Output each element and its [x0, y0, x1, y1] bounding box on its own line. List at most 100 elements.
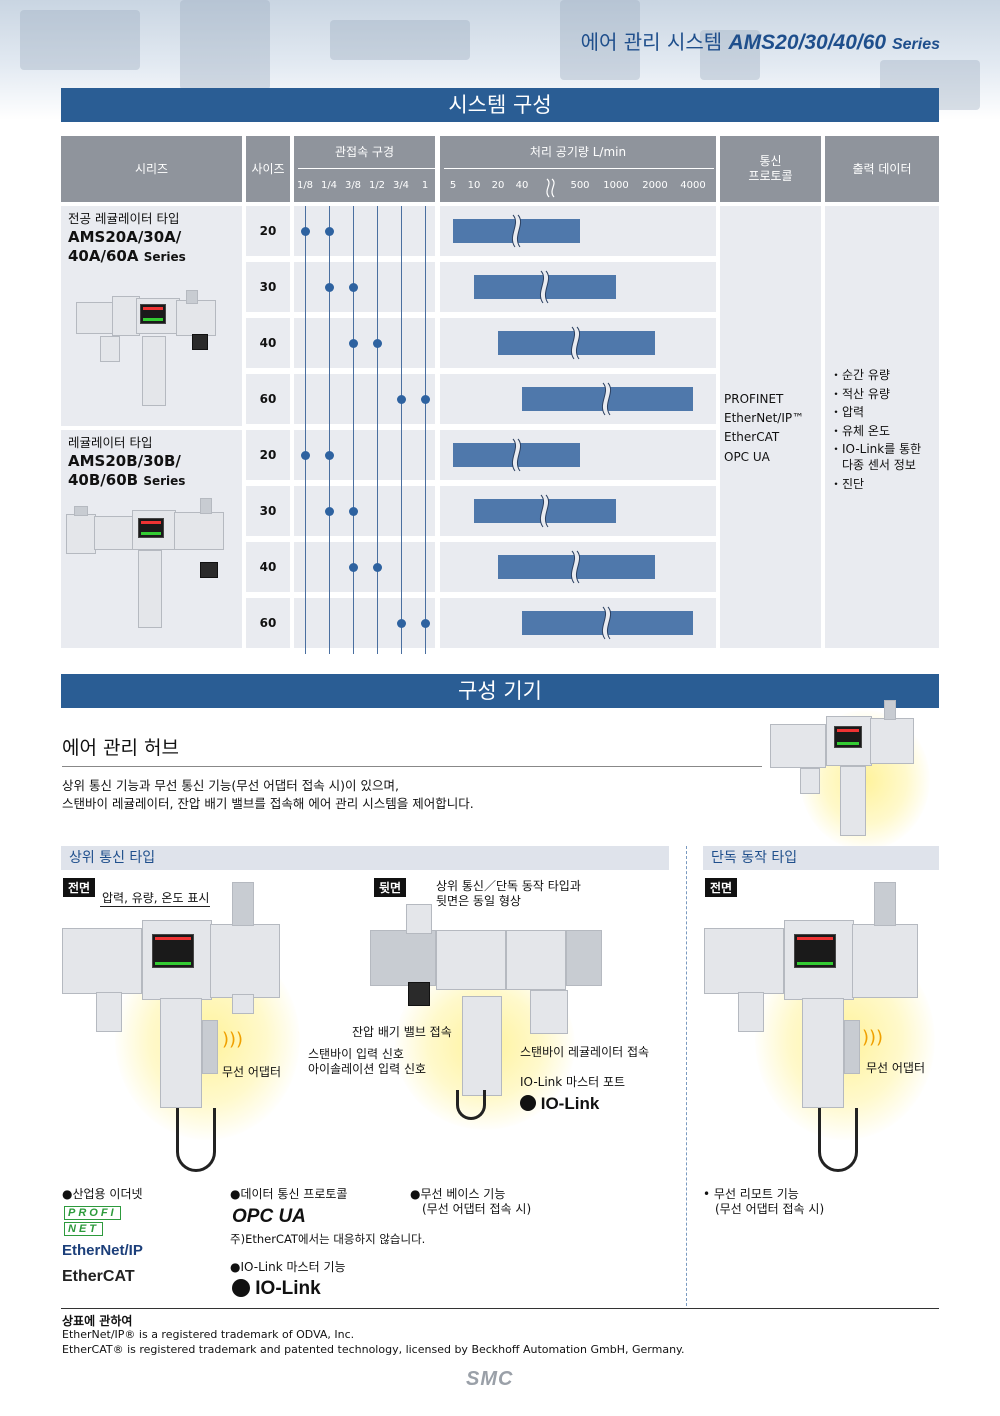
port-gridline — [329, 374, 330, 430]
port-dot — [373, 339, 382, 348]
port-gridline — [425, 542, 426, 598]
header-flow-label: 처리 공기량 L/min — [529, 145, 627, 159]
output-list: 순간 유량 적산 유량 압력 유체 온도 IO-Link를 통한 다종 센서 정… — [830, 366, 921, 493]
protocol-cell — [720, 206, 821, 648]
hub-desc-1: 상위 통신 기능과 무선 통신 기능(무선 어댑터 접속 시)이 있으며, — [62, 778, 399, 793]
hub-thumbnail — [770, 700, 930, 840]
table-cell — [294, 598, 435, 648]
port-gridline — [401, 206, 402, 262]
protocol-item: EtherNet/IP™ — [724, 411, 805, 426]
trademark-line-1: EtherNet/IP® is a registered trademark o… — [62, 1328, 355, 1341]
flow-tick: 2000 — [642, 180, 668, 191]
table-cell — [246, 430, 290, 480]
iolink-logo-text: IO-Link — [540, 1094, 600, 1113]
table-cell — [246, 598, 290, 648]
back-note-1: 상위 통신／단독 동작 타입과 — [436, 879, 581, 893]
standalone-feature-2: (무선 어댑터 접속 시) — [715, 1202, 825, 1216]
series-a-model1: AMS20A/30A/ — [68, 227, 182, 246]
port-gridline — [353, 598, 354, 654]
port-dot — [349, 283, 358, 292]
output-item: IO-Link를 통한 — [830, 440, 921, 459]
series-a-model2: 40A/60A — [68, 247, 139, 265]
label-standby-input: 스탠바이 입력 신호 — [308, 1047, 404, 1061]
port-gridline — [305, 486, 306, 542]
size-value: 20 — [259, 224, 277, 238]
series-label-a: 전공 레귤레이터 타입 AMS20A/30A/ 40A/60A Series — [68, 210, 186, 267]
hub-desc-2: 스탠바이 레귤레이터, 잔압 배기 밸브를 접속해 에어 관리 시스템을 제어합… — [62, 796, 474, 811]
port-gridline — [425, 206, 426, 262]
port-gridline — [353, 206, 354, 262]
port-gridline — [377, 598, 378, 654]
back-note-2: 뒷면은 동일 형상 — [436, 894, 521, 908]
port-gridline — [353, 430, 354, 486]
flow-break — [511, 438, 522, 472]
header-port: 관접속 구경 — [294, 136, 435, 202]
table-cell — [294, 542, 435, 592]
header-size: 사이즈 — [246, 136, 290, 202]
header-output: 출력 데이터 — [825, 136, 939, 202]
flow-break — [539, 494, 550, 528]
output-item: 압력 — [830, 403, 921, 422]
size-value: 30 — [259, 504, 277, 518]
protocol-item: EtherCAT — [724, 430, 780, 445]
port-gridline — [425, 430, 426, 486]
table-cell — [294, 430, 435, 480]
back-product — [370, 900, 610, 1120]
label-standby-regulator: 스탠바이 레귤레이터 접속 — [520, 1045, 650, 1059]
port-dot — [373, 563, 382, 572]
title-korean: 에어 관리 시스템 — [580, 30, 723, 54]
header-series: 시리즈 — [61, 136, 242, 202]
port-tick: 1/8 — [296, 180, 314, 191]
flow-break — [539, 270, 550, 304]
smc-logo: SMC — [466, 1368, 514, 1390]
size-value: 40 — [259, 336, 277, 350]
profinet-logo-line1: PROFI — [64, 1206, 121, 1220]
feature-data-protocol: ●데이터 통신 프로토콜 — [230, 1187, 348, 1201]
iolink-logo-back: IO-Link — [520, 1094, 599, 1114]
document-title: 에어 관리 시스템 AMS20/30/40/60 Series — [581, 26, 940, 55]
label-wireless-front: 무선 어댑터 — [222, 1065, 282, 1079]
standalone-product — [700, 880, 940, 1180]
flow-break — [601, 606, 612, 640]
trademark-title: 상표에 관하여 — [62, 1314, 133, 1328]
header-protocol-line2: 프로토콜 — [748, 169, 793, 183]
footer-rule — [61, 1308, 939, 1309]
port-dot — [349, 339, 358, 348]
feature-wireless-base-2: (무선 어댑터 접속 시) — [422, 1202, 532, 1216]
port-tick: 1/2 — [368, 180, 386, 191]
title-series: AMS20/30/40/60 — [728, 31, 887, 54]
port-tick: 1 — [421, 180, 429, 191]
ethernetip-logo: EtherNet/IP — [62, 1242, 143, 1259]
port-gridline — [305, 318, 306, 374]
flow-break — [570, 550, 581, 584]
series-b-model1: AMS20B/30B/ — [68, 451, 181, 470]
profinet-logo: PROFI NET — [64, 1206, 121, 1238]
port-gridline — [377, 206, 378, 262]
port-dot — [397, 395, 406, 404]
feature-iolink: ●IO-Link 마스터 기능 — [230, 1260, 346, 1274]
flow-tick: 10 — [467, 180, 481, 191]
front-product — [60, 880, 320, 1180]
table-cell — [246, 318, 290, 368]
series-b-type: 레귤레이터 타입 — [68, 435, 153, 450]
protocol-item: PROFINET — [724, 392, 784, 406]
section-divider — [686, 846, 687, 1306]
port-tick: 3/8 — [344, 180, 362, 191]
port-gridline — [425, 262, 426, 318]
port-dot — [325, 283, 334, 292]
port-gridline — [305, 542, 306, 598]
header-flow: 처리 공기량 L/min — [440, 136, 716, 202]
header-divider — [298, 168, 436, 169]
header-divider — [444, 168, 714, 169]
port-gridline — [329, 598, 330, 654]
port-gridline — [305, 374, 306, 430]
front-tag: 전면 — [63, 878, 96, 897]
port-dot — [421, 619, 430, 628]
port-gridline — [329, 318, 330, 374]
flow-break — [511, 214, 522, 248]
table-cell — [246, 206, 290, 256]
port-tick: 3/4 — [392, 180, 410, 191]
output-item-cont: 다종 센서 정보 — [842, 457, 916, 472]
flow-tick: 500 — [570, 180, 590, 191]
trademark-line-2: EtherCAT® is registered trademark and pa… — [62, 1343, 685, 1356]
